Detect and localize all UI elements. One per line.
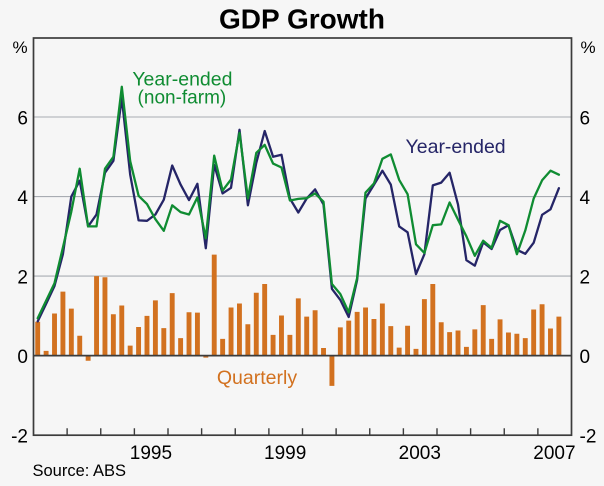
svg-text:4: 4	[580, 188, 591, 209]
svg-text:2: 2	[17, 267, 28, 288]
svg-text:6: 6	[580, 108, 591, 129]
svg-text:0: 0	[17, 347, 28, 368]
svg-text:Source: ABS: Source: ABS	[33, 462, 127, 480]
svg-text:2: 2	[580, 267, 591, 288]
svg-text:6: 6	[17, 108, 28, 129]
svg-text:Quarterly: Quarterly	[217, 367, 297, 389]
svg-text:GDP Growth: GDP Growth	[219, 4, 385, 35]
svg-text:2007: 2007	[533, 443, 575, 464]
svg-text:%: %	[12, 38, 27, 57]
svg-text:Year-ended: Year-ended	[132, 69, 232, 91]
svg-text:(non-farm): (non-farm)	[138, 88, 227, 109]
svg-text:-2: -2	[11, 426, 28, 447]
svg-text:4: 4	[17, 188, 28, 209]
svg-text:1999: 1999	[264, 443, 306, 464]
svg-text:2003: 2003	[399, 443, 441, 464]
svg-text:-2: -2	[580, 426, 597, 447]
svg-text:1995: 1995	[130, 443, 172, 464]
svg-text:Year-ended: Year-ended	[406, 136, 506, 158]
svg-text:%: %	[580, 38, 595, 57]
svg-text:0: 0	[580, 347, 591, 368]
